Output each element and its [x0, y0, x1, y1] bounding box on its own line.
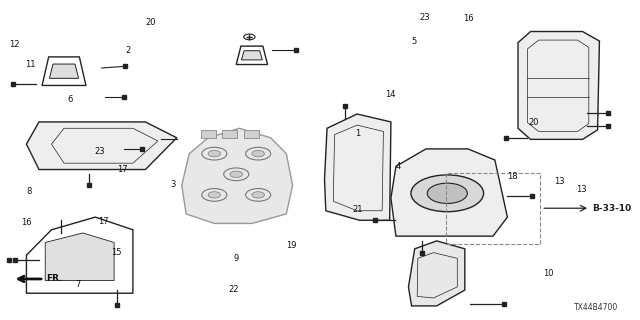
- Polygon shape: [45, 233, 114, 281]
- Text: 13: 13: [576, 185, 587, 194]
- Text: 17: 17: [99, 217, 109, 226]
- Circle shape: [208, 192, 221, 198]
- Text: 9: 9: [233, 254, 238, 263]
- Circle shape: [428, 183, 467, 204]
- Circle shape: [252, 150, 264, 157]
- Bar: [200, 130, 216, 138]
- Text: 6: 6: [67, 95, 72, 104]
- Text: 8: 8: [26, 187, 32, 196]
- Polygon shape: [391, 149, 508, 236]
- Text: 10: 10: [543, 269, 554, 278]
- Text: 22: 22: [228, 285, 239, 294]
- Text: 12: 12: [9, 40, 19, 49]
- Text: 19: 19: [286, 241, 297, 250]
- Polygon shape: [49, 64, 79, 78]
- Polygon shape: [26, 122, 177, 170]
- Text: 3: 3: [170, 180, 176, 189]
- Text: 16: 16: [21, 218, 32, 227]
- Text: 20: 20: [529, 118, 539, 127]
- Text: 15: 15: [111, 248, 122, 257]
- Circle shape: [411, 175, 484, 212]
- Text: 18: 18: [508, 172, 518, 181]
- Bar: [244, 130, 259, 138]
- Text: 13: 13: [554, 177, 564, 186]
- Text: 23: 23: [94, 147, 105, 156]
- Circle shape: [208, 150, 221, 157]
- Text: 20: 20: [145, 18, 156, 27]
- Polygon shape: [241, 51, 262, 60]
- Text: 1: 1: [355, 129, 360, 138]
- Text: 11: 11: [25, 60, 36, 69]
- Text: B-33-10: B-33-10: [592, 204, 631, 213]
- Text: 7: 7: [76, 280, 81, 289]
- Text: 16: 16: [463, 14, 474, 23]
- Circle shape: [230, 171, 243, 178]
- Text: 17: 17: [117, 165, 128, 174]
- Text: 21: 21: [352, 205, 363, 214]
- Text: 2: 2: [125, 46, 131, 55]
- Text: 4: 4: [396, 163, 401, 172]
- Text: TX44B4700: TX44B4700: [574, 303, 618, 312]
- Text: FR.: FR.: [47, 274, 63, 283]
- Bar: [223, 130, 237, 138]
- Text: 23: 23: [420, 13, 430, 22]
- Polygon shape: [182, 128, 292, 223]
- Text: 5: 5: [412, 37, 417, 46]
- Text: 14: 14: [385, 90, 395, 99]
- Polygon shape: [408, 241, 465, 306]
- Polygon shape: [518, 32, 600, 140]
- Circle shape: [252, 192, 264, 198]
- Polygon shape: [324, 114, 391, 220]
